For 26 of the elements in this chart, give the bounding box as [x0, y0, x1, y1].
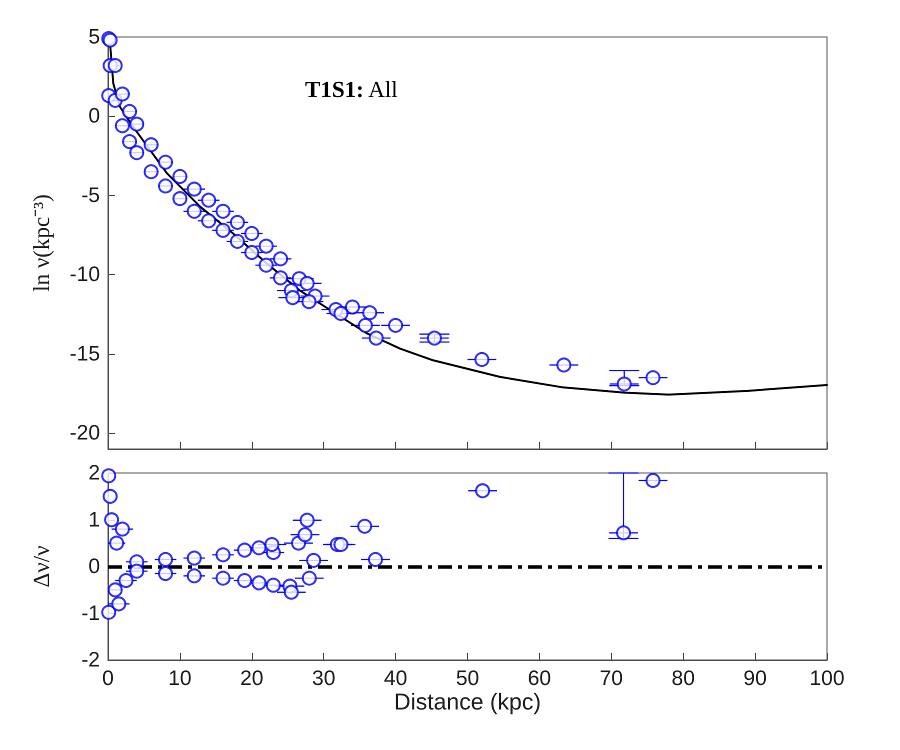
x-tick-label: 80: [672, 667, 695, 690]
y-tick-label: -2: [81, 648, 100, 672]
y-tick-label: 2: [88, 462, 100, 484]
y-tick-label: -10: [70, 263, 100, 286]
y-tick-label: 1: [88, 508, 100, 532]
x-tick-label: 0: [102, 667, 114, 690]
x-tick-label: 90: [743, 667, 767, 690]
y-tick-label: -20: [70, 422, 100, 445]
x-tick-label: 40: [384, 667, 408, 690]
x-tick-label: 70: [600, 667, 623, 690]
x-axis-title: Distance (kpc): [394, 688, 541, 714]
x-tick-label: 100: [809, 667, 845, 690]
y-tick-label: 0: [88, 104, 100, 128]
y-tick-label: 5: [88, 26, 100, 48]
x-tick-label: 10: [168, 667, 192, 690]
y-tick-label: -1: [81, 602, 100, 625]
annotation: T1S1: All: [305, 77, 398, 102]
y-tick-label: -15: [70, 342, 100, 366]
x-tick-label: 30: [312, 667, 336, 690]
y-axis-title: ln ν(kpc⁻³): [29, 194, 54, 292]
x-tick-label: 50: [456, 667, 480, 690]
x-tick-label: 20: [240, 667, 264, 690]
y-tick-label: 0: [88, 555, 100, 578]
y-tick-label: -5: [81, 184, 100, 207]
y-axis-title: Δν/ν: [29, 546, 54, 588]
x-tick-label: 60: [528, 667, 552, 690]
